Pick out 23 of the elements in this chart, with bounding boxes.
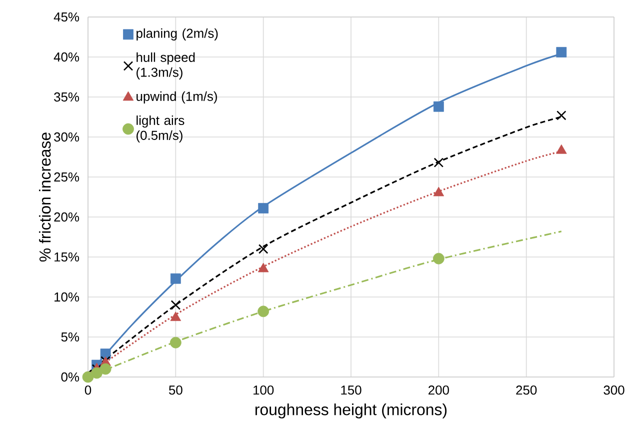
legend-label: hull speed (1.3m/s) xyxy=(136,52,195,80)
y-tick-label: 5% xyxy=(61,332,80,342)
x-tick-label: 200 xyxy=(428,386,449,395)
y-tick-label: 0% xyxy=(61,372,80,382)
x-tick-label: 300 xyxy=(604,386,624,395)
x-tick-label: 150 xyxy=(341,386,362,395)
legend-label: light airs (0.5m/s) xyxy=(136,115,184,143)
y-tick-label: 10% xyxy=(54,292,80,302)
legend-label: upwind (1m/s) xyxy=(136,91,217,104)
x-tick-label: 100 xyxy=(254,386,274,395)
legend-label: planing (2m/s) xyxy=(136,28,218,40)
x-tick-label: 0 xyxy=(84,386,92,395)
y-tick-label: 40% xyxy=(54,52,80,62)
y-axis-title: % friction increase xyxy=(39,132,51,262)
y-tick-label: 30% xyxy=(54,132,80,142)
y-tick-label: 15% xyxy=(54,252,80,262)
y-tick-label: 25% xyxy=(54,172,80,182)
x-tick-label: 250 xyxy=(516,386,537,395)
y-tick-label: 45% xyxy=(54,12,80,22)
y-tick-label: 35% xyxy=(54,92,80,102)
x-axis-title: roughness height (microns) xyxy=(255,404,447,418)
x-tick-label: 50 xyxy=(168,386,182,395)
y-tick-label: 20% xyxy=(54,212,80,222)
